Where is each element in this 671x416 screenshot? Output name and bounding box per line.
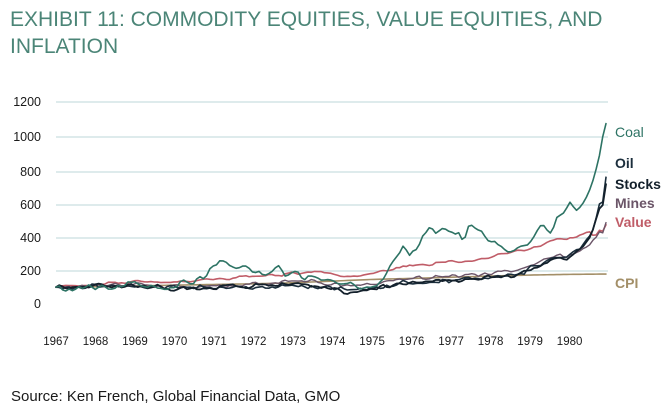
svg-text:Value: Value	[615, 214, 652, 230]
svg-text:1971: 1971	[201, 336, 227, 348]
svg-text:1972: 1972	[241, 336, 267, 348]
svg-text:400: 400	[20, 231, 41, 245]
svg-text:200: 200	[20, 264, 41, 278]
svg-text:600: 600	[20, 198, 41, 212]
svg-text:1979: 1979	[517, 336, 543, 348]
svg-text:1000: 1000	[13, 130, 41, 144]
svg-text:Oil: Oil	[615, 155, 634, 171]
svg-text:1200: 1200	[13, 95, 41, 109]
svg-text:1977: 1977	[438, 336, 464, 348]
svg-text:1968: 1968	[83, 336, 109, 348]
svg-text:1970: 1970	[162, 336, 188, 348]
svg-text:1967: 1967	[43, 336, 69, 348]
svg-text:1969: 1969	[122, 336, 148, 348]
svg-text:1976: 1976	[399, 336, 425, 348]
svg-text:CPI: CPI	[615, 275, 638, 291]
svg-text:1974: 1974	[320, 336, 346, 348]
svg-text:0: 0	[34, 297, 41, 311]
svg-text:Coal: Coal	[615, 124, 644, 140]
svg-text:Mines: Mines	[615, 195, 655, 211]
svg-text:1973: 1973	[280, 336, 306, 348]
svg-text:Stocks: Stocks	[615, 176, 661, 192]
svg-text:1975: 1975	[359, 336, 385, 348]
svg-text:1980: 1980	[557, 336, 583, 348]
svg-text:800: 800	[20, 165, 41, 179]
svg-text:1978: 1978	[478, 336, 504, 348]
